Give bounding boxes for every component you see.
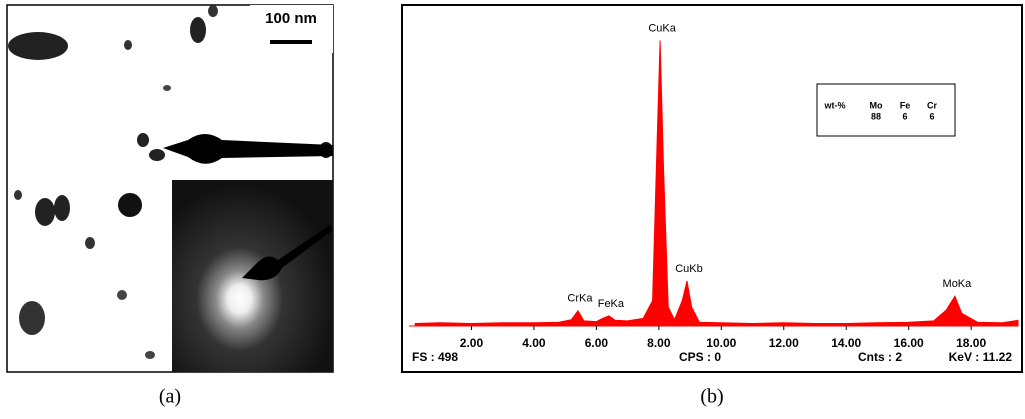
- x-tick-label: 18.00: [956, 336, 986, 350]
- inset-header: Cr: [927, 100, 937, 110]
- x-tick-label: 4.00: [522, 336, 546, 350]
- footer-text: CPS : 0: [679, 350, 721, 364]
- tem-image: [6, 4, 334, 373]
- spectrum-frame: [401, 4, 1023, 373]
- peak-label: FeKa: [598, 298, 625, 310]
- inset-table-box: [816, 83, 956, 137]
- footer-text: FS : 498: [412, 350, 458, 364]
- panel-caption: (b): [700, 386, 723, 408]
- peak-label: CuKa: [648, 22, 676, 34]
- spectrum-area: [414, 40, 1019, 327]
- peak-label: MoKa: [943, 278, 973, 290]
- scale-bar-label: 100 nm: [265, 10, 317, 27]
- x-tick-label: 16.00: [894, 336, 924, 350]
- x-tick-label: 12.00: [769, 336, 799, 350]
- x-tick-label: 8.00: [647, 336, 671, 350]
- spectrum: 2.00 4.00 6.00 8.00 10.00 12.00 14.00 16.00 18.0…: [409, 22, 1019, 364]
- footer-text: Cnts : 2: [858, 350, 902, 364]
- x-tick-label: 14.00: [831, 336, 861, 350]
- inset-header: Fe: [900, 100, 911, 110]
- inset-header: wt-%: [824, 100, 846, 110]
- panel-caption: (a): [159, 386, 181, 408]
- x-tick-label: 2.00: [460, 336, 484, 350]
- inset-cell: 88: [871, 111, 881, 121]
- peak-label: CrKa: [567, 293, 593, 305]
- peak-label: CuKb: [675, 263, 703, 275]
- inset-header: Mo: [870, 100, 883, 110]
- inset-cell: 6: [902, 111, 907, 121]
- inset-cell: 6: [929, 111, 934, 121]
- footer-text: KeV : 11.22: [949, 350, 1013, 364]
- x-tick-label: 6.00: [585, 336, 609, 350]
- x-tick-label: 10.00: [706, 336, 736, 350]
